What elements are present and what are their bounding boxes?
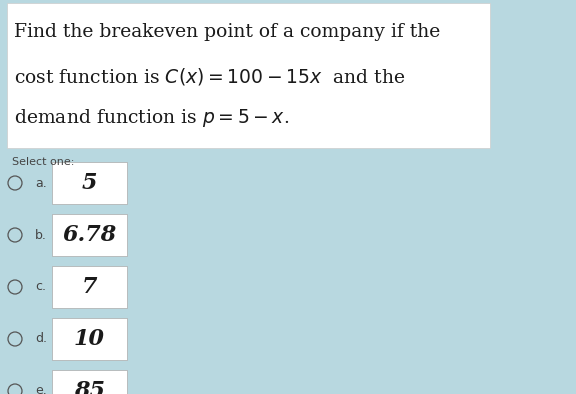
Bar	[52, 266, 127, 308]
Text: 10: 10	[74, 328, 105, 350]
Circle shape	[8, 332, 22, 346]
Bar	[52, 214, 127, 256]
Text: e.: e.	[35, 385, 47, 394]
Text: Find the breakeven point of a company if the: Find the breakeven point of a company if…	[14, 23, 440, 41]
Circle shape	[8, 176, 22, 190]
Circle shape	[8, 228, 22, 242]
Text: 85: 85	[74, 380, 105, 394]
Bar	[52, 318, 127, 360]
Text: d.: d.	[35, 333, 47, 346]
Text: demand function is $p = 5 - x$.: demand function is $p = 5 - x$.	[14, 107, 289, 129]
Text: Select one:: Select one:	[12, 157, 74, 167]
Text: 5: 5	[82, 172, 97, 194]
Text: b.: b.	[35, 229, 47, 242]
Bar	[52, 370, 127, 394]
Text: 6.78: 6.78	[62, 224, 116, 246]
Bar	[7, 3, 490, 148]
Circle shape	[8, 384, 22, 394]
Text: cost function is $C(x) = 100 - 15x$  and the: cost function is $C(x) = 100 - 15x$ and …	[14, 65, 406, 87]
Text: c.: c.	[35, 281, 46, 294]
Bar	[52, 162, 127, 204]
Circle shape	[8, 280, 22, 294]
Text: a.: a.	[35, 177, 47, 190]
Text: 7: 7	[82, 276, 97, 298]
